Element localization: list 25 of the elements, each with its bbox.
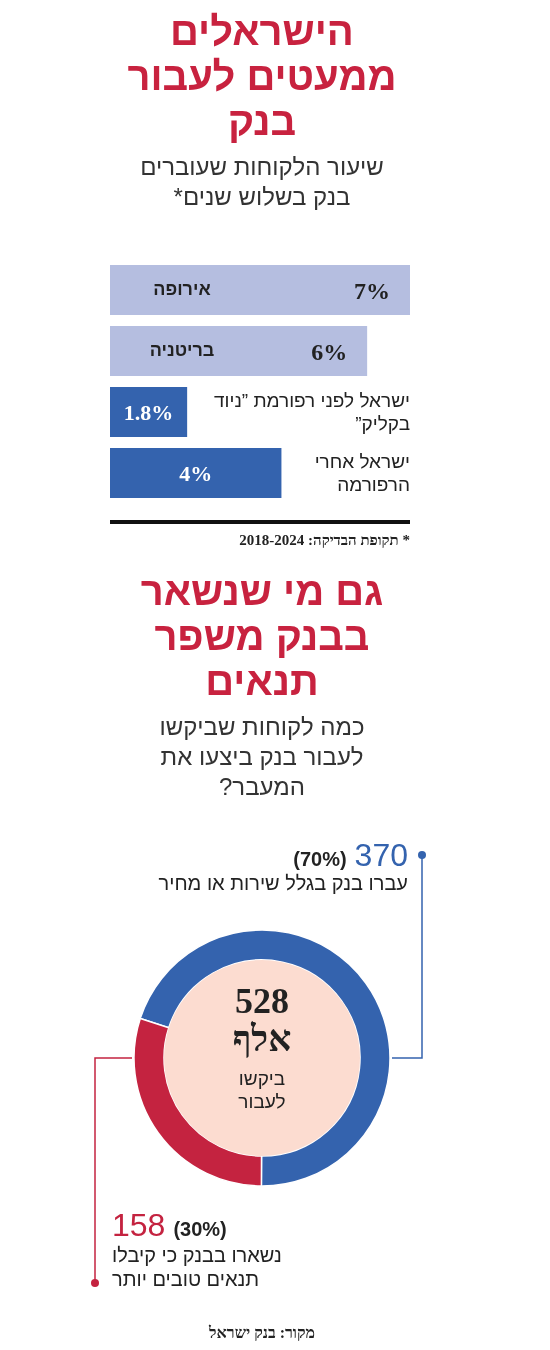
y-tick-label: בריטניה [149, 340, 215, 360]
legend-label: עברו בנק בגלל שירות או מחיר [158, 872, 408, 894]
bar [110, 326, 368, 376]
text: ביקשו לעבור [238, 1068, 286, 1112]
data-label: 4% [179, 461, 213, 486]
slice-label: נשארו בבנק כי קיבלו תנאים טובים יותר [112, 1244, 282, 1290]
text: * תקופת הבדיקה: 2018-2024 [239, 532, 410, 548]
bar [110, 387, 188, 437]
text: (70%) [293, 848, 347, 870]
data-label: 7% [354, 278, 390, 304]
y-tick-label: ישראל אחרי הרפורמה [314, 451, 410, 495]
bar [110, 448, 282, 498]
y-tick-label: ישראל לפני רפורמת ”ניוד בקליק” [213, 390, 410, 434]
data-label: 158 [112, 1207, 166, 1243]
chart-subtitle: שיעור הלקוחות שעוברים בנק בשלוש שנים* [140, 153, 384, 210]
y-tick-label: אירופה [153, 279, 211, 299]
text: (30%) [173, 1218, 227, 1240]
bar [110, 265, 410, 315]
data-label: 1.8% [123, 400, 174, 425]
text: מקור: בנק ישראל [208, 1324, 315, 1341]
chart-title: גם מי שנשאר בבנק משפר תנאים [140, 569, 384, 703]
data-label: 6% [311, 339, 348, 365]
data-label: 370 [354, 837, 408, 873]
chart-subtitle: כמה לקוחות שביקשו לעבור בנק ביצעו את המעבר? [159, 713, 365, 800]
chart-title: הישראלים ממעטים לעבור בנק [127, 9, 397, 143]
